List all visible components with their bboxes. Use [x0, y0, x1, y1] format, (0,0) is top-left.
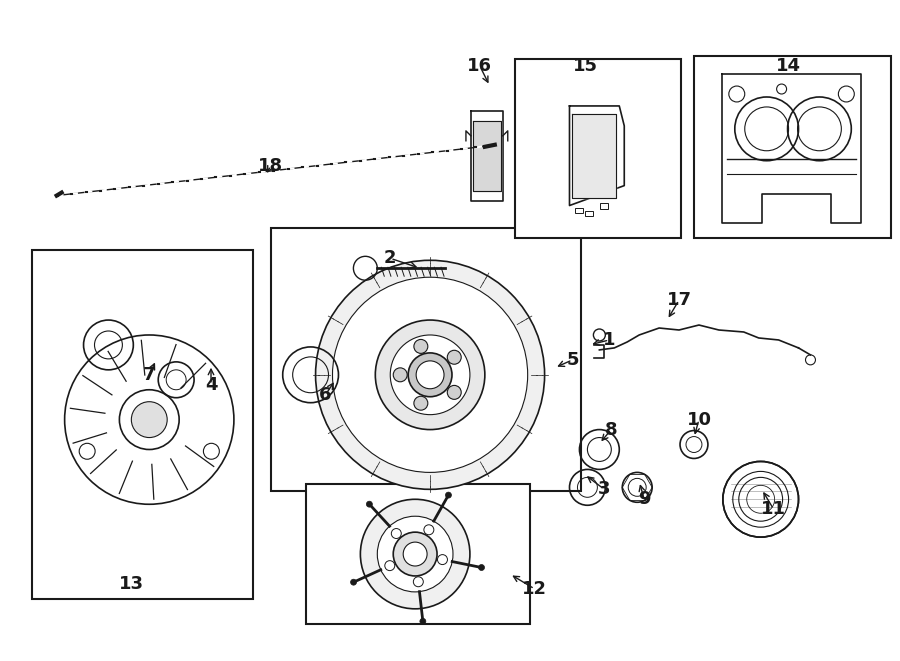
Bar [600, 202, 608, 208]
Circle shape [366, 501, 373, 507]
Bar [515, 59, 681, 239]
Text: 14: 14 [776, 57, 801, 75]
Text: 4: 4 [205, 375, 217, 394]
Bar [271, 229, 581, 491]
Text: 6: 6 [320, 386, 332, 404]
Circle shape [447, 385, 461, 399]
Text: 18: 18 [258, 157, 284, 175]
Polygon shape [471, 111, 503, 200]
Text: 11: 11 [761, 500, 786, 518]
Text: 3: 3 [598, 481, 610, 498]
Bar [306, 485, 530, 624]
Circle shape [120, 390, 179, 449]
Circle shape [377, 516, 453, 592]
Circle shape [351, 579, 356, 585]
Circle shape [446, 492, 452, 498]
Circle shape [393, 368, 407, 382]
Circle shape [447, 350, 461, 364]
Circle shape [393, 532, 437, 576]
Circle shape [414, 396, 427, 410]
Text: 17: 17 [667, 291, 691, 309]
Text: 5: 5 [566, 351, 579, 369]
Circle shape [416, 361, 444, 389]
Circle shape [131, 402, 167, 438]
Circle shape [479, 564, 484, 570]
Circle shape [420, 618, 426, 625]
Circle shape [409, 353, 452, 397]
Text: 7: 7 [143, 366, 156, 384]
Polygon shape [722, 74, 861, 223]
Text: 9: 9 [638, 490, 651, 508]
Polygon shape [570, 106, 625, 206]
Circle shape [414, 340, 427, 354]
Bar [585, 210, 593, 217]
Text: 15: 15 [573, 57, 598, 75]
Text: 10: 10 [687, 410, 711, 428]
Polygon shape [572, 114, 616, 198]
Text: 2: 2 [384, 249, 397, 267]
Circle shape [375, 320, 485, 430]
Circle shape [391, 335, 470, 414]
Circle shape [316, 260, 544, 489]
Bar [694, 56, 891, 239]
Text: 12: 12 [522, 580, 547, 598]
Circle shape [360, 499, 470, 609]
Circle shape [332, 277, 527, 473]
Text: 1: 1 [603, 331, 616, 349]
Bar [32, 251, 253, 599]
Text: 8: 8 [605, 420, 617, 439]
Bar [575, 208, 583, 214]
Polygon shape [472, 121, 500, 190]
Circle shape [723, 461, 798, 537]
Circle shape [403, 542, 427, 566]
Text: 13: 13 [119, 575, 144, 593]
Text: 16: 16 [467, 57, 492, 75]
